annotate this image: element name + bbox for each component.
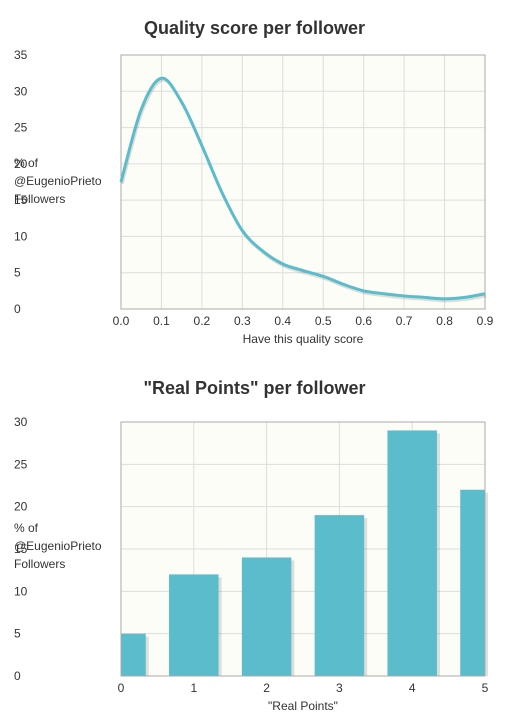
x-tick-label: 0.6 bbox=[355, 314, 372, 328]
x-tick-label: 0.1 bbox=[153, 314, 170, 328]
x-tick-label: 0.0 bbox=[113, 314, 130, 328]
bar bbox=[460, 489, 485, 676]
x-tick-label: 1 bbox=[190, 681, 197, 695]
y-tick-label: 20 bbox=[14, 157, 28, 171]
y-axis-label: @EugenioPrieto bbox=[14, 174, 102, 188]
x-tick-label: 0.8 bbox=[436, 314, 453, 328]
x-tick-label: 2 bbox=[263, 681, 270, 695]
y-tick-label: 0 bbox=[14, 302, 21, 316]
y-tick-label: 20 bbox=[14, 500, 28, 514]
plot-area bbox=[121, 55, 485, 309]
chart-title: Quality score per follower bbox=[143, 18, 366, 38]
x-tick-label: 0.4 bbox=[274, 314, 291, 328]
y-axis-label: Followers bbox=[14, 192, 65, 206]
chart-title: "Real Points" per follower bbox=[143, 378, 366, 398]
bar bbox=[169, 574, 219, 676]
y-tick-label: 5 bbox=[14, 627, 21, 641]
bar bbox=[241, 557, 292, 676]
y-tick-label: 0 bbox=[14, 669, 21, 683]
x-tick-label: 4 bbox=[409, 681, 416, 695]
x-tick-label: 0 bbox=[118, 681, 125, 695]
real-points-plot: 0 5 10 15 20 25 30 0 1 2 3 4 5 "Real Points" % of @Euge… bbox=[14, 415, 489, 713]
bar bbox=[121, 633, 146, 676]
x-tick-label: 0.7 bbox=[396, 314, 413, 328]
plot-border-top bbox=[120, 421, 486, 677]
real-points-chart: "Real Points" per follower 0 5 10 15 20 25 30 0… bbox=[0, 360, 509, 722]
x-tick-label: 0.9 bbox=[477, 314, 494, 328]
y-tick-label: 25 bbox=[14, 121, 28, 135]
y-axis-label: @EugenioPrieto bbox=[14, 539, 102, 553]
y-tick-label: 15 bbox=[14, 193, 28, 207]
y-tick-label: 30 bbox=[14, 84, 28, 98]
x-tick-label: 0.3 bbox=[234, 314, 251, 328]
y-tick-label: 10 bbox=[14, 584, 28, 598]
x-tick-label: 3 bbox=[336, 681, 343, 695]
quality-score-chart: Quality score per follower 0 5 10 15 20 25 30 3… bbox=[0, 0, 509, 350]
y-axis-label: % of bbox=[14, 521, 39, 535]
bar bbox=[314, 515, 365, 676]
y-tick-label: 5 bbox=[14, 266, 21, 280]
x-tick-label: 0.5 bbox=[315, 314, 332, 328]
x-tick-label: 0.2 bbox=[194, 314, 211, 328]
y-tick-label: 25 bbox=[14, 457, 28, 471]
x-axis-label: "Real Points" bbox=[268, 699, 338, 713]
y-axis-label: Followers bbox=[14, 557, 65, 571]
y-tick-label: 15 bbox=[14, 542, 28, 556]
y-tick-label: 35 bbox=[14, 48, 28, 62]
x-axis-label: Have this quality score bbox=[243, 332, 364, 346]
bar bbox=[387, 430, 437, 676]
x-tick-label: 5 bbox=[482, 681, 489, 695]
y-axis-label: % of bbox=[14, 156, 39, 170]
y-tick-label: 30 bbox=[14, 415, 28, 429]
quality-score-plot: 0 5 10 15 20 25 30 35 0.0 0.1 0.2 0.3 0.4 0.5 0.6 0.7 0.… bbox=[14, 48, 494, 346]
y-tick-label: 10 bbox=[14, 229, 28, 243]
